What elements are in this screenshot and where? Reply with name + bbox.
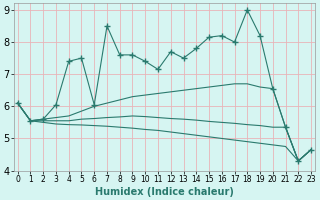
X-axis label: Humidex (Indice chaleur): Humidex (Indice chaleur): [95, 187, 234, 197]
